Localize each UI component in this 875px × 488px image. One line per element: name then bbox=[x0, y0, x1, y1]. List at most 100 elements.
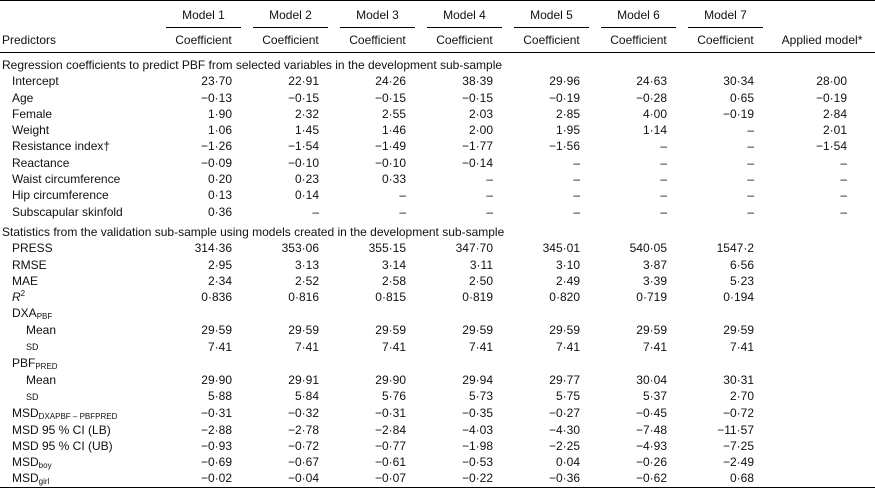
table-row: Mean 29·90 29·91 29·90 29·94 29·77 30·04 30·31 bbox=[0, 372, 875, 388]
value-cell: −4·03 bbox=[461, 422, 493, 437]
row-label-cell: Weight bbox=[0, 122, 160, 138]
value-cell: −2·84 bbox=[374, 422, 406, 437]
value-cell: −0·61 bbox=[374, 455, 406, 470]
value-cell: – bbox=[573, 155, 580, 170]
empty-cell bbox=[769, 372, 875, 388]
table-row: MSDboy −0·69 −0·67 −0·61 −0·53 0·04 −0·26 −2·49 bbox=[0, 454, 875, 470]
empty-cell bbox=[769, 438, 875, 454]
value-cell: −0·15 bbox=[287, 90, 319, 105]
table-row: Resistance index† −1·26 −1·54 −1·49 −1·77 −1·… bbox=[0, 138, 875, 154]
value-cell: 29·91 bbox=[288, 372, 319, 387]
table-row: R2 0·836 0·816 0·815 0·819 0·820 0·719 0·194 bbox=[0, 289, 875, 305]
value-cell: −0·31 bbox=[374, 406, 406, 421]
value-cell: 0·68 bbox=[729, 471, 754, 486]
row-label-cell: Hip circumference bbox=[0, 187, 160, 203]
coefficient-header: Coefficient bbox=[334, 28, 421, 53]
coefficient-header: Coefficient bbox=[595, 28, 682, 53]
value-cell: 29·90 bbox=[375, 372, 406, 387]
value-cell: 2·84 bbox=[822, 106, 847, 121]
value-cell: – bbox=[573, 172, 580, 187]
empty-cell bbox=[682, 305, 769, 321]
value-cell: −1·56 bbox=[548, 139, 580, 154]
row-label: MSD bbox=[12, 471, 39, 486]
empty-cell bbox=[769, 322, 875, 338]
header-cell: Model 3 bbox=[334, 1, 421, 28]
value-cell: – bbox=[840, 155, 847, 170]
value-cell: 0·20 bbox=[207, 172, 232, 187]
value-cell: 38·39 bbox=[462, 74, 493, 89]
value-cell: −0·22 bbox=[461, 471, 493, 486]
empty-cell bbox=[247, 355, 334, 371]
row-label-cell: MSD 95 % CI (LB) bbox=[0, 422, 160, 438]
value-cell: 30·34 bbox=[723, 74, 754, 89]
value-cell: −0·02 bbox=[200, 471, 232, 486]
value-cell: 5·75 bbox=[555, 389, 580, 404]
value-cell: 24·26 bbox=[375, 74, 406, 89]
table-row: Female 1·90 2·32 2·55 2·03 2·85 4·00 −0·19 2·84 bbox=[0, 106, 875, 122]
value-cell: −0·10 bbox=[374, 155, 406, 170]
value-cell: −1·98 bbox=[461, 438, 493, 453]
group-row: DXAPBF bbox=[0, 305, 875, 321]
value-cell: −4·93 bbox=[635, 438, 667, 453]
value-cell: 4·00 bbox=[642, 106, 667, 121]
value-cell: 29·59 bbox=[375, 322, 406, 337]
empty-cell bbox=[769, 454, 875, 470]
row-label-cell: MSDboy bbox=[0, 454, 160, 470]
value-cell: −0·10 bbox=[287, 155, 319, 170]
value-cell: 7·41 bbox=[294, 339, 319, 354]
value-cell: 1·14 bbox=[642, 123, 667, 138]
value-cell: 29·59 bbox=[462, 322, 493, 337]
value-cell: – bbox=[486, 188, 493, 203]
section-row: Regression coefficients to predict PBF f… bbox=[0, 53, 875, 74]
label-subscript: PRED bbox=[35, 362, 58, 372]
value-cell: 29·94 bbox=[462, 372, 493, 387]
value-cell: – bbox=[747, 123, 754, 138]
label-subscript: PBF bbox=[36, 312, 53, 322]
value-cell: 29·59 bbox=[723, 322, 754, 337]
row-label: R bbox=[12, 290, 21, 305]
value-cell: 2·50 bbox=[468, 273, 493, 288]
row-label-cell: Female bbox=[0, 106, 160, 122]
value-cell: 353·06 bbox=[281, 241, 319, 256]
value-cell: 1·46 bbox=[381, 123, 406, 138]
value-cell: −0·31 bbox=[200, 406, 232, 421]
row-label: MSD bbox=[12, 406, 39, 421]
section-title: Statistics from the validation sub-sampl… bbox=[2, 224, 505, 239]
table-body: Regression coefficients to predict PBF f… bbox=[0, 53, 875, 488]
header-cell: Model 7 bbox=[682, 1, 769, 28]
row-label: Mean bbox=[26, 322, 57, 337]
table-row: Hip circumference 0·13 0·14 – – – – – – bbox=[0, 187, 875, 203]
value-cell: – bbox=[486, 204, 493, 219]
value-cell: 7·41 bbox=[555, 339, 580, 354]
value-cell: 29·59 bbox=[201, 322, 232, 337]
value-cell: – bbox=[747, 172, 754, 187]
value-cell: −0·15 bbox=[374, 90, 406, 105]
empty-cell bbox=[769, 405, 875, 421]
value-cell: 23·70 bbox=[201, 74, 232, 89]
value-cell: 2·58 bbox=[381, 273, 406, 288]
value-cell: −0·72 bbox=[722, 406, 754, 421]
table-row: Mean 29·59 29·59 29·59 29·59 29·59 29·59 29·59 bbox=[0, 322, 875, 338]
row-label-cell: Mean bbox=[0, 372, 160, 388]
value-cell: – bbox=[660, 139, 667, 154]
table-row: MSDDXAPBF – PBFPRED −0·31 −0·32 −0·31 −0·35 −… bbox=[0, 405, 875, 421]
header-row: Model 1 Model 2 Model 3 Model 4 Model 5 Model… bbox=[0, 1, 875, 28]
value-cell: 0·194 bbox=[723, 290, 754, 305]
row-label-cell: SD bbox=[0, 388, 160, 405]
value-cell: −0·13 bbox=[200, 90, 232, 105]
row-label-cell: Mean bbox=[0, 322, 160, 338]
table-row: MAE 2·34 2·52 2·58 2·50 2·49 3·39 5·23 bbox=[0, 273, 875, 289]
table-row: MSD 95 % CI (LB) −2·88 −2·78 −2·84 −4·03 −4·3… bbox=[0, 422, 875, 438]
value-cell: 7·41 bbox=[207, 339, 232, 354]
value-cell: −7·25 bbox=[722, 438, 754, 453]
header-cell: Model 1 bbox=[160, 1, 247, 28]
section-row: Statistics from the validation sub-sampl… bbox=[0, 220, 875, 240]
value-cell: 1·45 bbox=[294, 123, 319, 138]
model-name: Model 4 bbox=[427, 8, 502, 28]
value-cell: 29·96 bbox=[549, 74, 580, 89]
value-cell: 314·36 bbox=[194, 241, 232, 256]
value-cell: 0·04 bbox=[555, 455, 580, 470]
value-cell: 5·37 bbox=[642, 389, 667, 404]
value-cell: – bbox=[312, 204, 319, 219]
model-name: Model 1 bbox=[166, 8, 241, 28]
